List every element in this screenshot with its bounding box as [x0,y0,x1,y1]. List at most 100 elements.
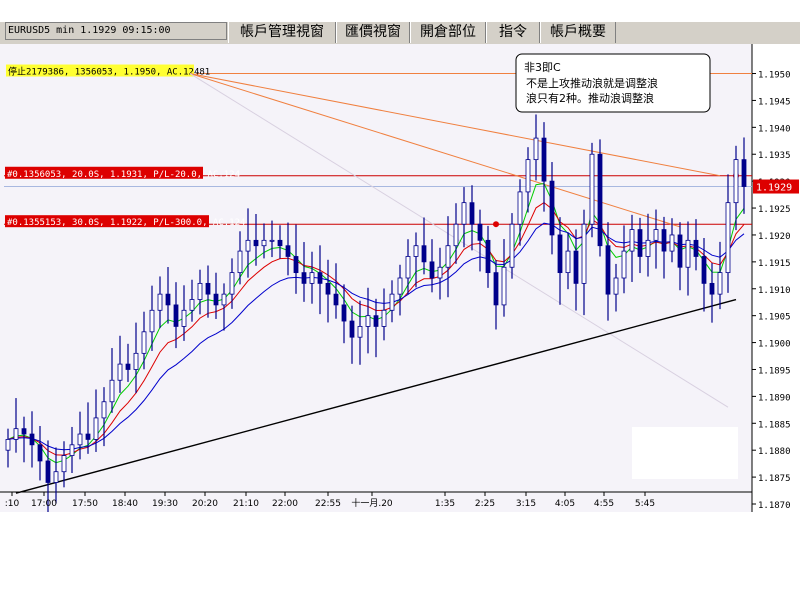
candle-body [85,433,91,440]
time-tick-label: :10 [5,499,20,509]
candle-body [397,277,403,295]
candle-body [493,272,499,306]
candle-body [341,304,347,322]
candle-body [93,417,99,440]
tab-orders[interactable]: 指令 [486,22,540,43]
price-tick-label: 1.1900 [758,340,791,350]
candle-body [237,250,243,274]
current-price-badge [753,179,799,194]
price-tick-label: 1.1935 [758,151,791,161]
time-tick-label: 17:50 [72,499,98,509]
candle-body [253,239,259,247]
candle-body [661,229,667,252]
candle-body [429,261,435,279]
candle-body [629,229,635,252]
candle-body [357,326,363,338]
tab-account-management[interactable]: 帳戶管理視窗 [228,22,336,43]
time-tick-label: 4:55 [594,499,614,509]
candle-body [653,229,659,241]
price-tick-label: 1.1885 [758,420,791,430]
tab-account-summary[interactable]: 帳戶概要 [540,22,616,43]
price-tick-label: 1.1950 [758,71,791,81]
time-tick-label: 3:15 [516,499,536,509]
trendline[interactable] [15,298,737,494]
candle-body [77,433,83,446]
empty-page-area [0,512,800,600]
candle-body [301,272,307,284]
candle-body [157,293,163,311]
candle-body [605,245,611,295]
candle-body [517,191,523,225]
candle-body [205,282,211,295]
candle-body [125,363,131,370]
candle-body [557,234,563,274]
time-tick-label: 5:45 [635,499,655,509]
candle-body [469,202,475,225]
price-tick-label: 1.1905 [758,313,791,323]
price-tick-label: 1.1915 [758,259,791,269]
candle-body [621,250,627,279]
candle-body [373,315,379,327]
time-tick-label: 19:30 [152,499,178,509]
time-tick-label: 4:05 [555,499,575,509]
time-tick-label: 20:20 [192,499,218,509]
candle-body [581,223,587,284]
candle-body [525,159,531,193]
candle-body [61,455,67,473]
tab-open-positions[interactable]: 開倉部位 [410,22,486,43]
candle-body [701,256,707,284]
candle-body [101,401,107,419]
order-label-bg [5,166,203,179]
candle-body [133,352,139,370]
candle-body [5,439,11,451]
candle-body [117,363,123,381]
order-label-bg [6,64,194,77]
candle-body [149,309,155,333]
candle-body [21,428,27,435]
candle-body [509,223,515,268]
candle-body [733,159,739,204]
channel-line [189,73,721,177]
candle-body [613,277,619,295]
candle-body [725,202,731,274]
candle-body [453,223,459,247]
candle-body [229,272,235,295]
tab-quotes[interactable]: 匯價視窗 [336,22,410,43]
candle-body [141,331,147,354]
candle-body [173,304,179,327]
candle-body [37,444,43,462]
time-tick-label: 2:25 [475,499,495,509]
time-tick-label: 1:35 [435,499,455,509]
price-tick-label: 1.1920 [758,232,791,242]
candle-body [405,256,411,279]
price-tick-label: 1.1910 [758,286,791,296]
candle-body [197,282,203,300]
candle-body [589,153,595,225]
candle-body [709,282,715,295]
order-label[interactable]: 停止2179386, 1356053, 1.1950, AC.12481 [8,66,210,78]
candle-body [285,245,291,257]
price-tick-label: 1.1870 [758,501,791,511]
candle-body [261,239,267,247]
candle-body [677,234,683,268]
candle-body [53,471,59,483]
candle-body [741,159,747,187]
price-tick-label: 1.1875 [758,474,791,484]
price-tick-label: 1.1940 [758,124,791,134]
order-label[interactable]: #0.1355153, 30.0S, 1.1922, P/L-300.0, AC… [7,218,245,228]
price-chart[interactable]: 停止2179386, 1356053, 1.1950, AC.12481 #0.1… [0,22,800,512]
candle-body [637,229,643,257]
price-axis-panel [752,44,800,512]
price-tick-label: 1.1890 [758,393,791,403]
price-tick-label: 1.1945 [758,97,791,107]
annotation-line-1: 非3即C [524,61,561,74]
current-price-label: 1.1929 [756,183,792,194]
candle-body [277,239,283,247]
candle-body [389,293,395,311]
candle-body [381,309,387,327]
order-label[interactable]: #0.1356053, 20.0S, 1.1931, P/L-20.0, AC.… [7,170,240,180]
candle-body [349,320,355,338]
candle-body [541,137,547,182]
candle-body [109,379,115,403]
candle-body [437,266,443,279]
